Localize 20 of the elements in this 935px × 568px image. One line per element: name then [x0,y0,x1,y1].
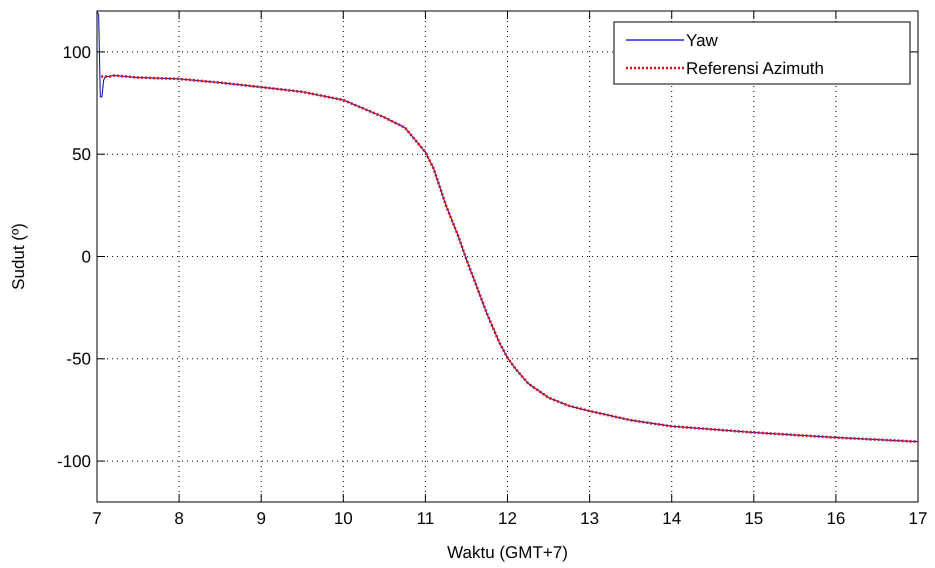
x-tick-label: 11 [416,509,434,528]
y-tick-label: 0 [82,247,91,266]
x-tick-label: 9 [256,509,266,528]
y-tick-label: 100 [62,42,91,62]
y-tick-label: 50 [72,145,91,164]
x-tick-label: 10 [334,509,353,528]
legend-label: Yaw [686,30,719,50]
y-tick-label: -100 [56,452,91,472]
x-tick-label: 12 [498,509,517,528]
x-tick-label: 17 [908,509,928,528]
x-tick-label: 8 [174,509,184,528]
x-tick-label: 7 [92,509,102,528]
y-axis-title: Sudut (º) [9,223,28,290]
x-tick-label: 13 [580,509,600,528]
x-axis-title: Waktu (GMT+7) [447,543,568,562]
x-tick-label: 14 [662,509,682,528]
legend-label: Referensi Azimuth [686,58,824,78]
y-tick-label: -50 [66,350,91,369]
x-tick-label: 16 [826,509,846,528]
x-tick-label: 15 [744,509,764,528]
